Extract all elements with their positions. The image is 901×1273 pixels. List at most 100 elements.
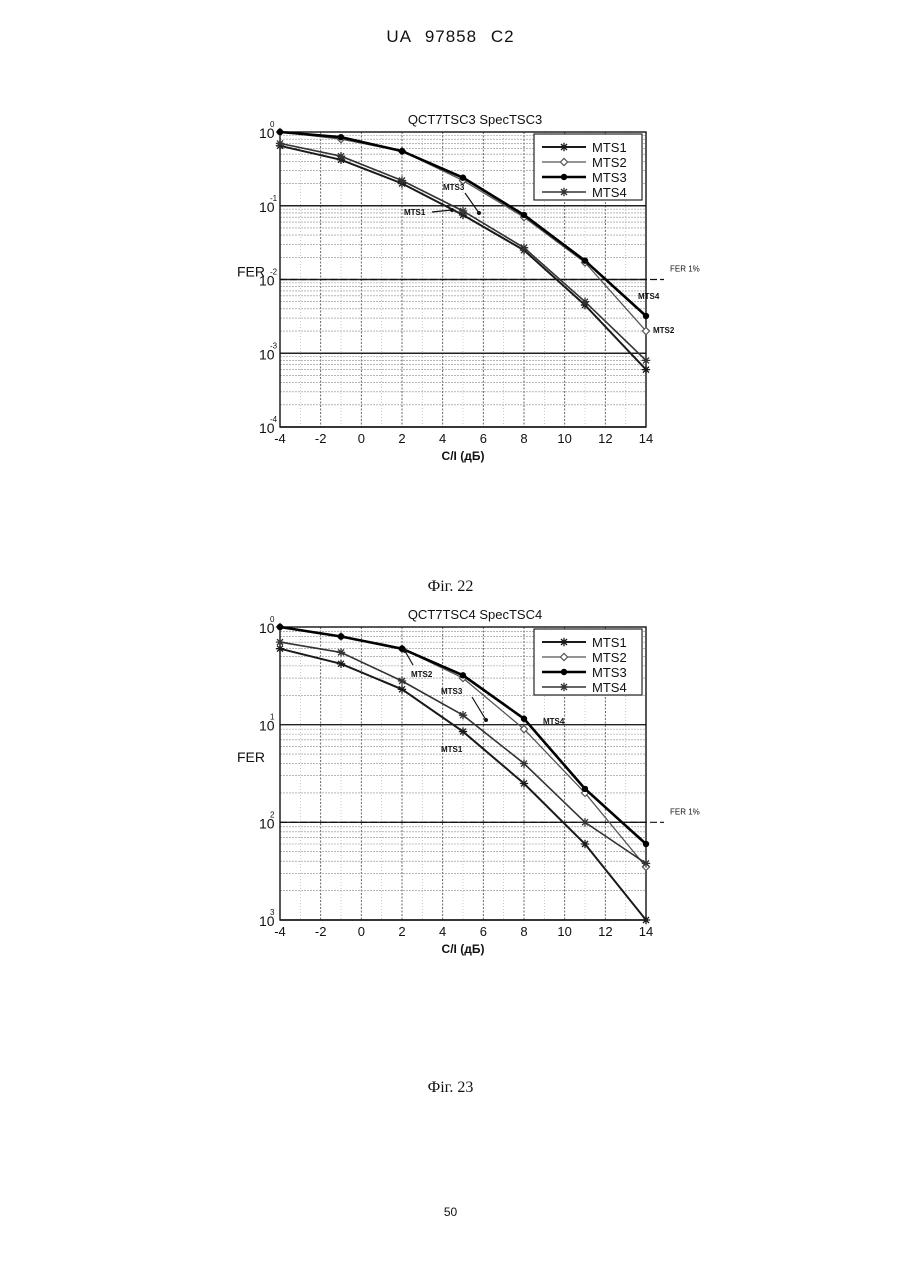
data-point [642, 356, 650, 364]
data-point [276, 139, 284, 147]
fer-1pct-label: FER 1% [670, 265, 700, 274]
y-tick-exponent: 2 [270, 810, 275, 819]
data-point [460, 175, 466, 181]
x-tick-label: 0 [358, 924, 365, 939]
y-tick-exponent: 1 [270, 713, 275, 722]
data-point [581, 840, 589, 848]
legend-marker [561, 669, 567, 675]
y-axis-label: FER [237, 264, 265, 280]
legend-marker [561, 174, 567, 180]
legend-marker [560, 683, 568, 691]
data-point [581, 818, 589, 826]
legend-marker [560, 638, 568, 646]
data-point [459, 207, 467, 215]
y-tick-exponent: 3 [270, 908, 275, 917]
data-point [337, 648, 345, 656]
x-tick-label: -4 [274, 924, 286, 939]
x-tick-label: 10 [557, 431, 571, 446]
y-axis-label: FER [237, 749, 265, 765]
x-axis-label: C/I (дБ) [442, 449, 485, 463]
annotation-label: MTS2 [653, 326, 675, 335]
legend-entry: MTS4 [592, 680, 627, 695]
legend-entry: MTS2 [592, 155, 627, 170]
x-tick-label: 6 [480, 431, 487, 446]
data-point [277, 624, 283, 630]
data-point [398, 677, 406, 685]
data-point [643, 313, 649, 319]
patent-header: UA 97858 C2 [0, 27, 901, 47]
data-point [337, 660, 345, 668]
data-point [582, 257, 588, 263]
y-tick-exponent: 0 [270, 120, 275, 129]
legend: MTS1MTS2MTS3MTS4 [534, 134, 642, 200]
data-point [642, 916, 650, 924]
legend-entry: MTS3 [592, 170, 627, 185]
x-tick-label: 12 [598, 431, 612, 446]
data-point [642, 365, 650, 373]
annotation-label: MTS3 [441, 687, 463, 696]
legend-entry: MTS2 [592, 650, 627, 665]
annotation-label: MTS2 [411, 670, 433, 679]
data-point [276, 638, 284, 646]
annotation-label: MTS1 [404, 208, 426, 217]
x-tick-label: 0 [358, 431, 365, 446]
figure-caption-23: Фіг. 23 [0, 1079, 901, 1097]
x-tick-label: 4 [439, 431, 446, 446]
x-tick-label: -2 [315, 431, 327, 446]
x-tick-label: -2 [315, 924, 327, 939]
legend-entry: MTS4 [592, 185, 627, 200]
data-point [398, 176, 406, 184]
legend: MTS1MTS2MTS3MTS4 [534, 629, 642, 695]
y-tick-exponent: -2 [270, 268, 278, 277]
x-tick-label: 2 [398, 924, 405, 939]
x-tick-label: 10 [557, 924, 571, 939]
data-point [581, 298, 589, 306]
legend-entry: MTS3 [592, 665, 627, 680]
annotation-arrowhead [403, 649, 407, 653]
x-tick-label: 8 [520, 431, 527, 446]
annotation-arrowhead [484, 718, 488, 722]
x-tick-label: 14 [639, 431, 653, 446]
legend-marker [560, 188, 568, 196]
legend-entry: MTS1 [592, 635, 627, 650]
data-point [643, 841, 649, 847]
fer-1pct-label: FER 1% [670, 807, 700, 816]
data-point [642, 859, 650, 867]
annotation-arrowhead [477, 211, 481, 215]
data-point [460, 672, 466, 678]
chart-fig-22: QCT7TSC3 SpecTSC3 -4 -2 0 2 4 6 8 10 12 14 C/I (дБ)… [0, 95, 901, 475]
annotation-label: MTS1 [441, 745, 463, 754]
x-tick-label: 4 [439, 924, 446, 939]
y-tick-exponent: 0 [270, 615, 275, 624]
y-tick-exponent: -4 [270, 415, 278, 424]
x-tick-label: 2 [398, 431, 405, 446]
x-tick-label: -4 [274, 431, 286, 446]
chart-title: QCT7TSC4 SpecTSC4 [408, 607, 542, 622]
annotation-arrowhead [450, 208, 454, 212]
y-tick-exponent: -1 [270, 194, 278, 203]
x-tick-label: 8 [520, 924, 527, 939]
legend-entry: MTS1 [592, 140, 627, 155]
data-point [459, 711, 467, 719]
data-point [582, 786, 588, 792]
data-point [521, 212, 527, 218]
data-point [277, 129, 283, 135]
annotation-label: MTS4 [543, 717, 565, 726]
y-tick-exponent: -3 [270, 341, 278, 350]
x-tick-label: 12 [598, 924, 612, 939]
data-point [399, 148, 405, 154]
data-point [337, 152, 345, 160]
x-tick-label: 14 [639, 924, 653, 939]
data-point [521, 716, 527, 722]
data-point [338, 134, 344, 140]
annotation-label: MTS4 [638, 292, 660, 301]
legend-marker [560, 143, 568, 151]
page-number: 50 [0, 1205, 901, 1219]
annotation-label: MTS3 [443, 183, 465, 192]
x-tick-label: 6 [480, 924, 487, 939]
chart-fig-23: QCT7TSC4 SpecTSC4-4-202468101214C/I (дБ)… [0, 590, 901, 970]
data-point [398, 685, 406, 693]
chart-title: QCT7TSC3 SpecTSC3 [408, 112, 542, 127]
data-point [459, 727, 467, 735]
data-point [338, 633, 344, 639]
